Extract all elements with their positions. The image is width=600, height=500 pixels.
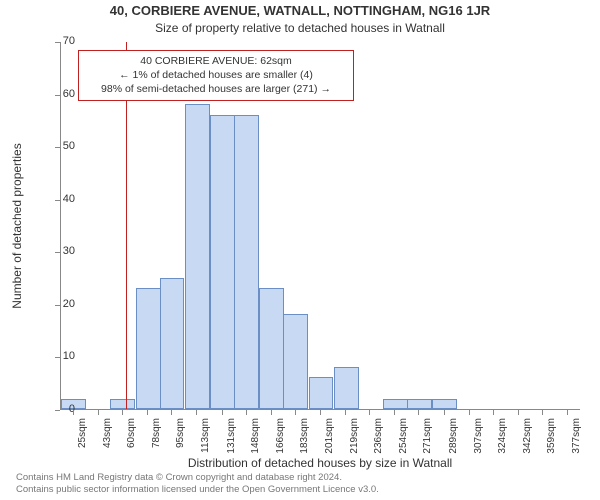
y-tick-label: 50 (25, 140, 75, 152)
histogram-bar (185, 104, 210, 409)
x-tick-mark (369, 410, 370, 415)
histogram-bar (259, 288, 284, 409)
title-sub: Size of property relative to detached ho… (0, 21, 600, 35)
y-tick-label: 30 (25, 245, 75, 257)
x-tick-mark (147, 410, 148, 415)
y-tick-label: 10 (25, 350, 75, 362)
x-tick-mark (345, 410, 346, 415)
y-tick-label: 20 (25, 298, 75, 310)
y-tick-label: 0 (25, 403, 75, 415)
y-tick-label: 60 (25, 88, 75, 100)
x-tick-mark (171, 410, 172, 415)
x-tick-mark (122, 410, 123, 415)
x-tick-mark (271, 410, 272, 415)
histogram-bar (210, 115, 235, 409)
x-tick-mark (98, 410, 99, 415)
x-tick-mark (418, 410, 419, 415)
annotation-line: 98% of semi-detached houses are larger (… (85, 82, 347, 96)
x-tick-mark (493, 410, 494, 415)
footer-line-1: Contains HM Land Registry data © Crown c… (16, 472, 379, 484)
x-tick-mark (222, 410, 223, 415)
x-axis-label: Distribution of detached houses by size … (60, 456, 580, 470)
x-tick-mark (567, 410, 568, 415)
x-tick-mark (320, 410, 321, 415)
title-main: 40, CORBIERE AVENUE, WATNALL, NOTTINGHAM… (0, 3, 600, 18)
x-tick-mark (444, 410, 445, 415)
histogram-bar (334, 367, 359, 409)
y-tick-label: 70 (25, 35, 75, 47)
x-tick-mark (295, 410, 296, 415)
annotation-line: 40 CORBIERE AVENUE: 62sqm (85, 54, 347, 68)
histogram-bar (136, 288, 161, 409)
annotation-box: 40 CORBIERE AVENUE: 62sqm← 1% of detache… (78, 50, 354, 101)
histogram-bar (234, 115, 259, 409)
chart-root: 40, CORBIERE AVENUE, WATNALL, NOTTINGHAM… (0, 0, 600, 500)
footer-attribution: Contains HM Land Registry data © Crown c… (16, 472, 379, 496)
histogram-bar (432, 399, 457, 410)
histogram-bar (309, 377, 334, 409)
x-tick-mark (518, 410, 519, 415)
histogram-bar (407, 399, 432, 410)
histogram-bar (383, 399, 408, 410)
x-tick-mark (196, 410, 197, 415)
y-axis-label: Number of detached properties (10, 42, 24, 410)
histogram-bar (160, 278, 185, 409)
annotation-line: ← 1% of detached houses are smaller (4) (85, 68, 347, 82)
footer-line-2: Contains public sector information licen… (16, 484, 379, 496)
x-tick-mark (394, 410, 395, 415)
x-tick-mark (73, 410, 74, 415)
x-tick-mark (469, 410, 470, 415)
histogram-bar (283, 314, 308, 409)
x-tick-mark (246, 410, 247, 415)
x-tick-mark (542, 410, 543, 415)
y-tick-label: 40 (25, 193, 75, 205)
histogram-bar (110, 399, 135, 410)
